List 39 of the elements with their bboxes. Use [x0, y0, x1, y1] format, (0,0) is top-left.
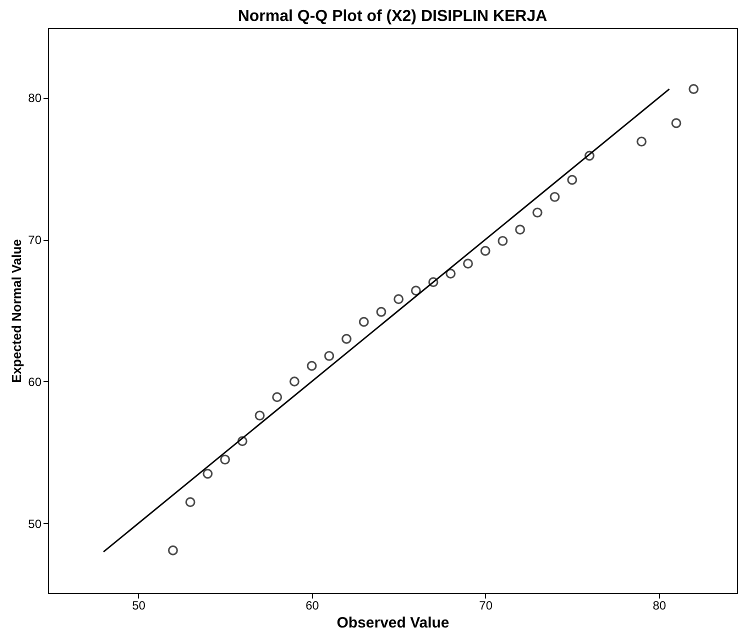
point [272, 392, 282, 402]
chart-title: Normal Q-Q Plot of (X2) DISIPLIN KERJA [238, 8, 548, 25]
point [428, 277, 438, 288]
point [515, 224, 526, 235]
point [688, 84, 699, 94]
point [550, 192, 560, 202]
point [202, 468, 213, 479]
x-tick-label: 80 [652, 598, 666, 612]
point [532, 208, 542, 218]
y-tick-label: 70 [28, 233, 42, 248]
y-tick-label: 60 [28, 374, 42, 389]
y-tick-label: 50 [28, 516, 42, 531]
point [237, 436, 248, 446]
x-axis-title: Observed Value [336, 614, 450, 632]
point [584, 150, 594, 161]
point [410, 286, 421, 296]
point [671, 118, 682, 128]
point [185, 497, 196, 508]
point [306, 360, 317, 371]
point [446, 268, 456, 279]
point [463, 258, 473, 269]
point [254, 410, 265, 421]
y-axis-title: Expected Normal Value [9, 239, 24, 383]
x-tick-label: 50 [132, 598, 146, 612]
x-tick-label: 70 [479, 598, 493, 612]
point [636, 136, 647, 147]
point [342, 334, 352, 344]
point [376, 306, 386, 317]
point [394, 294, 404, 304]
point [220, 454, 230, 465]
point [567, 174, 578, 185]
point [168, 545, 178, 556]
x-tick-label: 60 [306, 598, 320, 612]
point [358, 316, 369, 327]
point [498, 236, 508, 246]
point [324, 350, 334, 361]
point [289, 376, 300, 386]
point [480, 246, 490, 256]
y-tick-label: 80 [28, 91, 42, 106]
